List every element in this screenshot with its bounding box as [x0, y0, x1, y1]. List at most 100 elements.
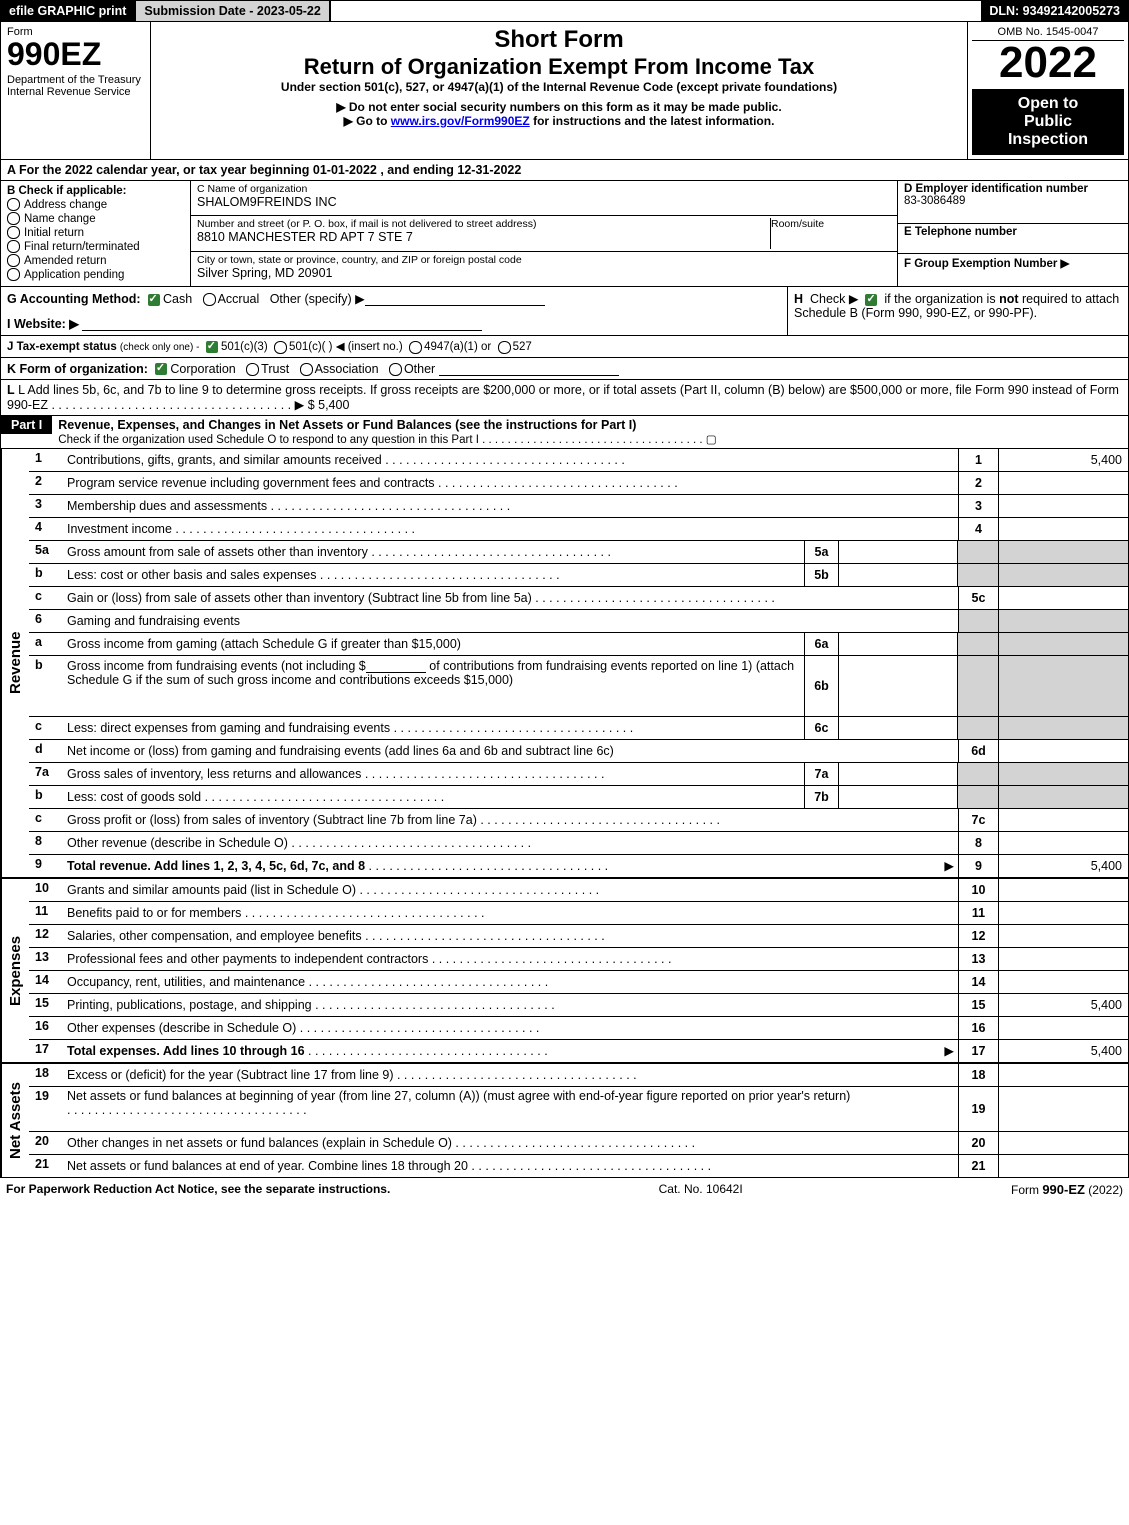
chk-final-return[interactable]: Final return/terminated: [7, 240, 184, 253]
addr-label: Number and street (or P. O. box, if mail…: [197, 218, 766, 230]
j-label: J Tax-exempt status: [7, 341, 117, 353]
g-label: G Accounting Method:: [7, 292, 141, 306]
line-1: 1Contributions, gifts, grants, and simil…: [29, 449, 1128, 472]
line-21: 21Net assets or fund balances at end of …: [29, 1155, 1128, 1177]
line-15: 15Printing, publications, postage, and s…: [29, 994, 1128, 1017]
org-name-row: C Name of organization SHALOM9FREINDS IN…: [191, 181, 898, 216]
dept-label: Department of the Treasury Internal Reve…: [7, 74, 144, 98]
chk-name-change[interactable]: Name change: [7, 212, 184, 225]
footer-cat-no: Cat. No. 10642I: [659, 1182, 743, 1197]
line-6: 6Gaming and fundraising events: [29, 610, 1128, 633]
expenses-label: Expenses: [1, 879, 29, 1062]
checkbox-icon[interactable]: ▢: [706, 434, 717, 446]
checkbox-icon[interactable]: [203, 293, 216, 306]
section-a-tax-year: A For the 2022 calendar year, or tax yea…: [0, 160, 1129, 181]
instr-goto: ▶ Go to www.irs.gov/Form990EZ for instru…: [155, 114, 963, 128]
line-7a: 7aGross sales of inventory, less returns…: [29, 763, 1128, 786]
org-name-label: C Name of organization: [197, 183, 891, 195]
chk-application-pending[interactable]: Application pending: [7, 268, 184, 281]
arrow-icon: [944, 1043, 954, 1058]
footer-pra-notice: For Paperwork Reduction Act Notice, see …: [6, 1182, 390, 1197]
k-other-input[interactable]: [439, 361, 619, 376]
line-14: 14Occupancy, rent, utilities, and mainte…: [29, 971, 1128, 994]
line-13: 13Professional fees and other payments t…: [29, 948, 1128, 971]
chk-initial-return[interactable]: Initial return: [7, 226, 184, 239]
line-9: 9Total revenue. Add lines 1, 2, 3, 4, 5c…: [29, 855, 1128, 877]
form-header: Form 990EZ Department of the Treasury In…: [0, 22, 1129, 160]
irs-link[interactable]: www.irs.gov/Form990EZ: [391, 114, 530, 128]
line-16: 16Other expenses (describe in Schedule O…: [29, 1017, 1128, 1040]
org-addr-row: Number and street (or P. O. box, if mail…: [191, 216, 898, 251]
org-city: Silver Spring, MD 20901: [197, 266, 891, 280]
k-assoc: Association: [315, 361, 379, 375]
k-corp: Corporation: [170, 361, 235, 375]
checkbox-icon: [7, 212, 20, 225]
g-other: Other (specify) ▶: [270, 292, 365, 306]
check-icon: [206, 341, 218, 353]
tel-label: E Telephone number: [904, 226, 1122, 238]
row-k-form-org: K Form of organization: Corporation Trus…: [0, 358, 1129, 380]
j-4947: 4947(a)(1) or: [424, 341, 491, 353]
checkbox-icon[interactable]: [300, 363, 313, 376]
line-17: 17Total expenses. Add lines 10 through 1…: [29, 1040, 1128, 1062]
room-label: Room/suite: [771, 218, 891, 230]
col-c-org-info: C Name of organization SHALOM9FREINDS IN…: [191, 181, 898, 287]
checkbox-icon: [7, 240, 20, 253]
line-7b: bLess: cost of goods sold7b: [29, 786, 1128, 809]
line-3: 3Membership dues and assessments3: [29, 495, 1128, 518]
chk-amended-return[interactable]: Amended return: [7, 254, 184, 267]
form-subtitle: Under section 501(c), 527, or 4947(a)(1)…: [155, 80, 963, 94]
line-6c: cLess: direct expenses from gaming and f…: [29, 717, 1128, 740]
form-title: Return of Organization Exempt From Incom…: [155, 54, 963, 80]
open-line2: Public: [976, 113, 1120, 131]
part-i-label: Part I: [1, 416, 52, 434]
checkbox-icon[interactable]: [498, 341, 511, 354]
j-501c3: 501(c)(3): [221, 341, 268, 353]
checkbox-icon[interactable]: [274, 341, 287, 354]
page-footer: For Paperwork Reduction Act Notice, see …: [0, 1178, 1129, 1201]
col-b-title: B Check if applicable:: [7, 185, 184, 197]
part-i-header: Part I Revenue, Expenses, and Changes in…: [0, 416, 1129, 449]
revenue-section: Revenue 1Contributions, gifts, grants, a…: [1, 449, 1128, 877]
checkbox-icon: [7, 268, 20, 281]
org-name: SHALOM9FREINDS INC: [197, 195, 891, 209]
instr-ssn: ▶ Do not enter social security numbers o…: [155, 100, 963, 114]
l-val-prefix: ▶ $: [295, 398, 319, 412]
checkbox-icon[interactable]: [409, 341, 422, 354]
col-d-ein: D Employer identification number 83-3086…: [898, 181, 1128, 287]
line-10: 10Grants and similar amounts paid (list …: [29, 879, 1128, 902]
checkbox-icon[interactable]: [246, 363, 259, 376]
tax-year: 2022: [972, 41, 1124, 85]
line-6a: aGross income from gaming (attach Schedu…: [29, 633, 1128, 656]
line-7c: cGross profit or (loss) from sales of in…: [29, 809, 1128, 832]
short-form-title: Short Form: [155, 26, 963, 54]
efile-print-label[interactable]: efile GRAPHIC print: [1, 1, 134, 21]
j-sub: (check only one) -: [120, 342, 199, 353]
website-input[interactable]: [82, 316, 482, 331]
row-l-gross-receipts: L L Add lines 5b, 6c, and 7b to line 9 t…: [0, 380, 1129, 416]
line-11: 11Benefits paid to or for members11: [29, 902, 1128, 925]
top-bar: efile GRAPHIC print Submission Date - 20…: [0, 0, 1129, 22]
chk-address-change[interactable]: Address change: [7, 198, 184, 211]
line-8: 8Other revenue (describe in Schedule O)8: [29, 832, 1128, 855]
header-left: Form 990EZ Department of the Treasury In…: [1, 22, 151, 159]
line-5c: cGain or (loss) from sale of assets othe…: [29, 587, 1128, 610]
open-line1: Open to: [976, 95, 1120, 113]
g-other-input[interactable]: [365, 291, 545, 306]
row-gh: G Accounting Method: Cash Accrual Other …: [0, 287, 1129, 336]
check-icon: [865, 294, 877, 306]
checkbox-icon: [7, 226, 20, 239]
line-20: 20Other changes in net assets or fund ba…: [29, 1132, 1128, 1155]
line-4: 4Investment income4: [29, 518, 1128, 541]
line-12: 12Salaries, other compensation, and empl…: [29, 925, 1128, 948]
line-5b: bLess: cost or other basis and sales exp…: [29, 564, 1128, 587]
org-address: 8810 MANCHESTER RD APT 7 STE 7: [197, 230, 766, 244]
header-mid: Short Form Return of Organization Exempt…: [151, 22, 968, 159]
line-18: 18Excess or (deficit) for the year (Subt…: [29, 1064, 1128, 1087]
checkbox-icon: [7, 254, 20, 267]
k-other: Other: [404, 361, 435, 375]
ein-label: D Employer identification number: [904, 183, 1122, 195]
checkbox-icon[interactable]: [389, 363, 402, 376]
ein-value: 83-3086489: [904, 195, 1122, 207]
check-icon: [148, 294, 160, 306]
